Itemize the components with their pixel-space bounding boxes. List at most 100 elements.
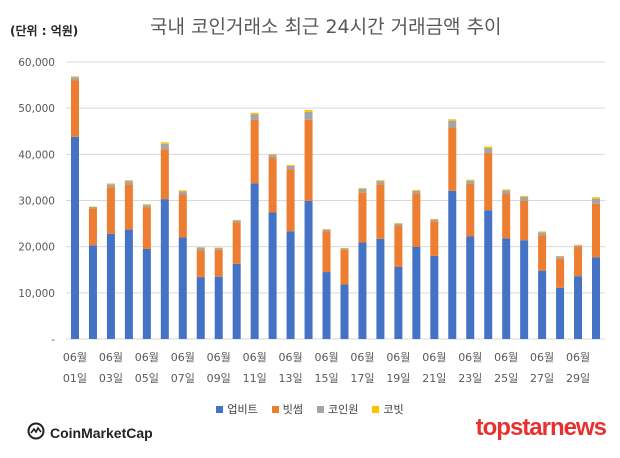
legend-swatch-upbit bbox=[216, 405, 224, 413]
bar-segment-01 bbox=[70, 76, 79, 78]
bar-segment-23 bbox=[466, 183, 475, 237]
bar-segment-03 bbox=[106, 187, 115, 234]
bar-segment-02 bbox=[88, 206, 97, 209]
x-tick-label-month: 06월 bbox=[566, 351, 590, 364]
x-tick-label-month: 06월 bbox=[422, 351, 446, 364]
bar-segment-28 bbox=[556, 256, 565, 259]
bar-segment-18 bbox=[376, 181, 385, 185]
x-tick-label-month: 06월 bbox=[458, 351, 482, 364]
x-tick-label-day: 09일 bbox=[207, 371, 231, 385]
y-axis-tick-labels: - 10,000 20,000 30,000 40,000 50,000 60,000 bbox=[18, 57, 55, 346]
bar-segment-20 bbox=[412, 190, 421, 194]
bar-segment-10 bbox=[232, 220, 241, 223]
bar-segment-30 bbox=[592, 257, 601, 339]
bar-segment-12 bbox=[268, 212, 277, 339]
gridlines bbox=[66, 61, 605, 340]
x-tick-label-day: 21일 bbox=[422, 371, 446, 385]
legend: 업비트 빗썸 코인원 코빗 bbox=[0, 401, 620, 417]
bar-segment-29 bbox=[574, 245, 583, 247]
bar-segment-22 bbox=[448, 127, 457, 191]
bar-segment-17 bbox=[358, 188, 367, 189]
bar-segment-01 bbox=[70, 136, 79, 339]
topstarnews-logo: topstarnews bbox=[475, 414, 607, 441]
x-tick-label-day: 07일 bbox=[171, 371, 195, 385]
bar-segment-13 bbox=[286, 165, 295, 170]
bar-segment-03 bbox=[106, 184, 115, 188]
bar-segment-20 bbox=[412, 246, 421, 339]
chart-title: 국내 코인거래소 최근 24시간 거래금액 추이 bbox=[150, 16, 502, 38]
bar-segment-09 bbox=[214, 249, 223, 277]
y-tick-label: - bbox=[51, 334, 55, 346]
legend-label-coinone: 코인원 bbox=[328, 403, 359, 416]
unit-label: (단위 : 억원) bbox=[10, 24, 79, 38]
bar-segment-22 bbox=[448, 120, 457, 128]
bar-segment-05 bbox=[142, 204, 151, 206]
bar-segment-26 bbox=[520, 196, 529, 201]
bar-segment-04 bbox=[124, 181, 133, 185]
bar-segment-15 bbox=[322, 229, 331, 232]
bar-segment-17 bbox=[358, 242, 367, 339]
x-tick-label-month: 06월 bbox=[350, 351, 374, 364]
bar-segment-14 bbox=[304, 111, 313, 120]
bar-segment-07 bbox=[178, 194, 187, 238]
x-tick-label-month: 06월 bbox=[279, 351, 303, 364]
bar-segment-15 bbox=[322, 231, 331, 273]
x-axis-tick-labels: 06월 01일 06월 03일 06월 05일 06월 07일 06월 09일 06월 11일 06월 1… bbox=[63, 351, 590, 385]
legend-item-upbit: 업비트 bbox=[216, 401, 258, 417]
bar-segment-05 bbox=[142, 207, 151, 249]
bar-segment-09 bbox=[214, 276, 223, 339]
bar-segment-19 bbox=[394, 225, 403, 267]
x-tick-label-day: 25일 bbox=[494, 371, 518, 385]
bar-segment-25 bbox=[502, 189, 511, 191]
bar-segment-24 bbox=[484, 147, 493, 153]
bar-segment-08 bbox=[196, 247, 205, 251]
bar-segment-26 bbox=[520, 195, 529, 197]
bar-segment-26 bbox=[520, 200, 529, 241]
x-tick-label-month: 06월 bbox=[494, 351, 518, 364]
bar-segment-21 bbox=[430, 255, 439, 339]
legend-item-bithumb: 빗썸 bbox=[271, 401, 303, 417]
bar-segment-01 bbox=[70, 80, 79, 137]
bar-segment-16 bbox=[340, 284, 349, 339]
x-tick-label-day: 27일 bbox=[530, 371, 554, 385]
bar-segment-25 bbox=[502, 194, 511, 239]
bar-segment-11 bbox=[250, 112, 259, 115]
bar-segment-10 bbox=[232, 263, 241, 339]
bar-segment-12 bbox=[268, 158, 277, 213]
bar-segment-02 bbox=[88, 245, 97, 339]
bar-segment-13 bbox=[286, 164, 295, 166]
bar-segment-16 bbox=[340, 248, 349, 250]
x-tick-label-month: 06월 bbox=[243, 351, 267, 364]
x-tick-label-day: 03일 bbox=[99, 371, 123, 385]
x-tick-label-month: 06월 bbox=[386, 351, 410, 364]
legend-label-upbit: 업비트 bbox=[227, 403, 258, 416]
bar-segment-25 bbox=[502, 190, 511, 195]
x-tick-label-month: 06월 bbox=[135, 351, 159, 364]
coinmarketcap-label: CoinMarketCap bbox=[50, 424, 153, 441]
bar-segment-09 bbox=[214, 248, 223, 250]
bar-segment-18 bbox=[376, 180, 385, 182]
x-tick-label-day: 11일 bbox=[243, 371, 267, 385]
bar-segment-21 bbox=[430, 219, 439, 222]
x-tick-label-day: 17일 bbox=[350, 371, 374, 385]
bar-segment-24 bbox=[484, 152, 493, 211]
bar-segment-11 bbox=[250, 114, 259, 120]
bar-segment-07 bbox=[178, 191, 187, 195]
bar-segment-17 bbox=[358, 188, 367, 193]
x-tick-label-day: 01일 bbox=[63, 371, 87, 385]
bar-segment-27 bbox=[538, 270, 547, 339]
bar-segment-20 bbox=[412, 189, 421, 191]
bar-segment-12 bbox=[268, 153, 277, 155]
y-tick-label: 40,000 bbox=[18, 149, 55, 161]
coinmarketcap-logo-icon bbox=[27, 422, 45, 443]
bar-segment-24 bbox=[484, 210, 493, 339]
bar-segment-20 bbox=[412, 193, 421, 247]
bar-segment-23 bbox=[466, 180, 475, 184]
x-tick-label-day: 13일 bbox=[279, 371, 303, 385]
x-tick-label-day: 05일 bbox=[135, 371, 159, 385]
bar-segment-19 bbox=[394, 266, 403, 339]
x-tick-label-day: 19일 bbox=[386, 371, 410, 385]
x-tick-label-month: 06월 bbox=[171, 351, 195, 364]
